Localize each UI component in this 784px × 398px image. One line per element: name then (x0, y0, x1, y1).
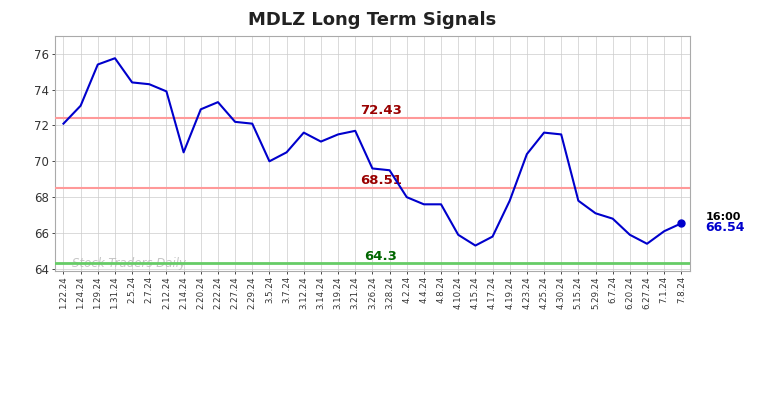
Text: 16:00: 16:00 (706, 212, 741, 222)
Text: 68.51: 68.51 (360, 174, 402, 187)
Text: 66.54: 66.54 (706, 221, 745, 234)
Text: 72.43: 72.43 (360, 104, 402, 117)
Text: Stock Traders Daily: Stock Traders Daily (72, 258, 186, 270)
Text: 64.3: 64.3 (365, 250, 397, 263)
Point (675, 220, 688, 226)
Title: MDLZ Long Term Signals: MDLZ Long Term Signals (249, 11, 496, 29)
